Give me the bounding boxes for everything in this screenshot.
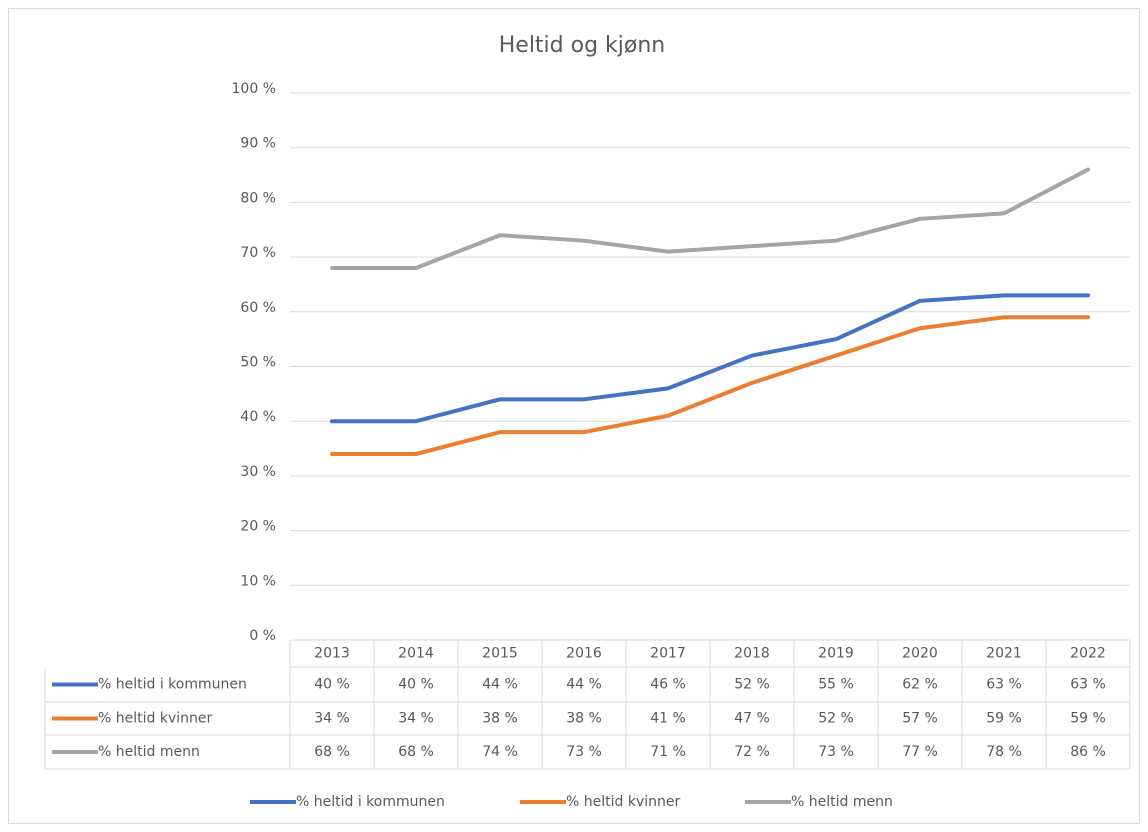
series-line bbox=[330, 167, 1090, 271]
table-cell: 52 % bbox=[818, 711, 854, 727]
x-tick-label: 2019 bbox=[818, 646, 854, 662]
y-tick-label: 100 % bbox=[232, 81, 276, 97]
x-tick-label: 2013 bbox=[314, 646, 350, 662]
table-cell: 44 % bbox=[566, 677, 602, 693]
table-cell: 73 % bbox=[818, 744, 854, 760]
table-cell: 44 % bbox=[482, 677, 518, 693]
x-tick-label: 2022 bbox=[1070, 646, 1106, 662]
x-tick-label: 2014 bbox=[398, 646, 434, 662]
y-tick-label: 70 % bbox=[240, 245, 276, 261]
table-cell: 63 % bbox=[1070, 677, 1106, 693]
x-tick-label: 2015 bbox=[482, 646, 518, 662]
table-cell: 46 % bbox=[650, 677, 686, 693]
table-row-label: % heltid i kommunen bbox=[98, 677, 247, 693]
table-cell: 57 % bbox=[902, 711, 938, 727]
x-tick-label: 2016 bbox=[566, 646, 602, 662]
table-row-label: % heltid menn bbox=[98, 744, 200, 760]
table-row-label: % heltid kvinner bbox=[98, 711, 212, 727]
y-tick-label: 60 % bbox=[240, 300, 276, 316]
table-cell: 71 % bbox=[650, 744, 686, 760]
table-cell: 52 % bbox=[734, 677, 770, 693]
chart-border bbox=[8, 8, 1140, 824]
table-cell: 40 % bbox=[314, 677, 350, 693]
table-cell: 68 % bbox=[314, 744, 350, 760]
y-tick-label: 30 % bbox=[240, 464, 276, 480]
series-line bbox=[330, 315, 1090, 457]
table-cell: 77 % bbox=[902, 744, 938, 760]
y-tick-label: 80 % bbox=[240, 190, 276, 206]
legend-label: % heltid menn bbox=[791, 794, 893, 810]
y-tick-label: 20 % bbox=[240, 519, 276, 535]
table-cell: 73 % bbox=[566, 744, 602, 760]
y-tick-label: 90 % bbox=[240, 136, 276, 152]
table-cell: 55 % bbox=[818, 677, 854, 693]
series-line bbox=[330, 293, 1090, 424]
y-tick-label: 50 % bbox=[240, 355, 276, 371]
chart-title: Heltid og kjønn bbox=[499, 33, 666, 58]
table-cell: 63 % bbox=[986, 677, 1022, 693]
table-cell: 34 % bbox=[314, 711, 350, 727]
y-tick-label: 40 % bbox=[240, 409, 276, 425]
x-tick-label: 2018 bbox=[734, 646, 770, 662]
table-cell: 78 % bbox=[986, 744, 1022, 760]
table-cell: 47 % bbox=[734, 711, 770, 727]
table-cell: 72 % bbox=[734, 744, 770, 760]
y-tick-label: 0 % bbox=[249, 628, 276, 644]
x-tick-label: 2021 bbox=[986, 646, 1022, 662]
table-cell: 41 % bbox=[650, 711, 686, 727]
table-cell: 74 % bbox=[482, 744, 518, 760]
table-cell: 59 % bbox=[1070, 711, 1106, 727]
table-cell: 86 % bbox=[1070, 744, 1106, 760]
y-tick-label: 10 % bbox=[240, 573, 276, 589]
table-cell: 62 % bbox=[902, 677, 938, 693]
legend-label: % heltid kvinner bbox=[566, 794, 680, 810]
x-tick-label: 2020 bbox=[902, 646, 938, 662]
table-cell: 34 % bbox=[398, 711, 434, 727]
table-cell: 68 % bbox=[398, 744, 434, 760]
table-cell: 38 % bbox=[566, 711, 602, 727]
table-cell: 59 % bbox=[986, 711, 1022, 727]
table-cell: 40 % bbox=[398, 677, 434, 693]
x-tick-label: 2017 bbox=[650, 646, 686, 662]
table-cell: 38 % bbox=[482, 711, 518, 727]
legend-label: % heltid i kommunen bbox=[296, 794, 445, 810]
